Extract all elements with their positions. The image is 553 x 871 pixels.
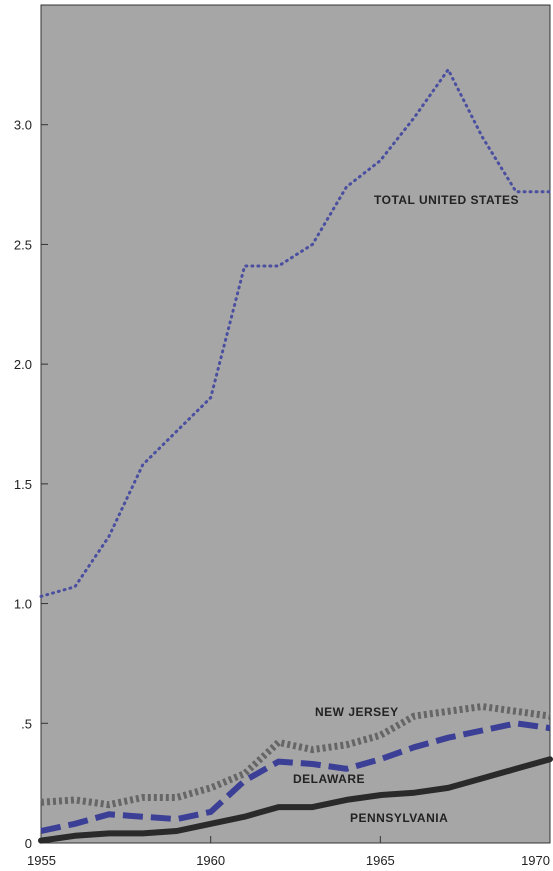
series-label-pennsylvania: PENNSYLVANIA [350,811,448,825]
plot-area [40,4,551,844]
x-axis: 1955 1960 1965 1970 [27,836,551,868]
series-line-pennsylvania [38,756,553,844]
y-tick-label: 0 [25,836,32,851]
series-line-new-jersey [40,703,551,809]
series-lines [38,68,553,844]
y-axis: 0 .5 1.0 1.5 2.0 2.5 3.0 [14,118,48,851]
x-tick-label: 1955 [27,853,56,868]
y-tick-label: 2.5 [14,237,32,252]
series-label-total-united-states: TOTAL UNITED STATES [374,193,519,207]
y-tick-label: 1.5 [14,477,32,492]
series-label-delaware: DELAWARE [293,772,365,786]
series-label-new-jersey: NEW JERSEY [315,705,399,719]
series-line-delaware [40,720,551,834]
y-tick-label: 3.0 [14,118,32,133]
x-tick-label: 1960 [196,853,225,868]
y-tick-label: 2.0 [14,357,32,372]
x-tick-label: 1965 [366,853,395,868]
y-tick-label: 1.0 [14,597,32,612]
series-line-total-united-states [39,68,552,598]
y-tick-label: .5 [21,716,32,731]
x-tick-label: 1970 [521,853,550,868]
